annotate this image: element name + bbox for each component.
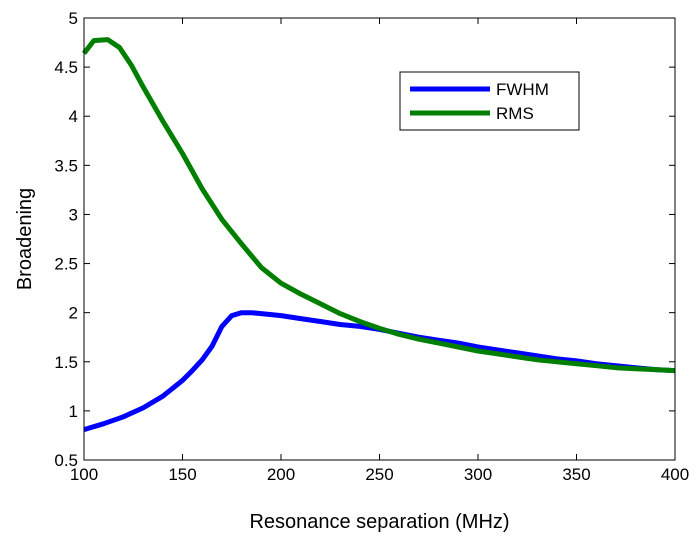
y-tick-label: 4	[69, 107, 78, 126]
x-tick-label: 100	[70, 465, 98, 484]
y-tick-label: 5	[69, 9, 78, 28]
x-tick-label: 250	[365, 465, 393, 484]
y-tick-label: 2.5	[54, 255, 78, 274]
y-axis-title: Broadening	[14, 188, 36, 290]
axis-ticks: 100 150 200 250 300 350 400 0.5 1 1.5 2 2.5 3 3.5 4 4.5…	[54, 9, 689, 484]
y-tick-label: 2	[69, 304, 78, 323]
x-tick-label: 300	[464, 465, 492, 484]
series-line-rms	[82, 37, 676, 374]
y-tick-label: 1.5	[54, 353, 78, 372]
x-tick-label: 400	[661, 465, 689, 484]
y-tick-label: 0.5	[54, 451, 78, 470]
series-layer	[82, 37, 676, 432]
x-tick-label: 350	[562, 465, 590, 484]
x-axis-title: Resonance separation (MHz)	[249, 511, 509, 533]
x-tick-label: 150	[168, 465, 196, 484]
y-tick-label: 1	[69, 402, 78, 421]
series-line-fwhm	[83, 310, 676, 432]
legend-box	[399, 71, 580, 131]
y-tick-label: 4.5	[54, 58, 78, 77]
y-tick-label: 3	[69, 205, 78, 224]
legend-label-fwhm: FWHM	[496, 80, 549, 99]
legend: FWHM RMS	[399, 71, 580, 131]
x-tick-label: 200	[267, 465, 295, 484]
y-tick-label: 3.5	[54, 156, 78, 175]
legend-label-rms: RMS	[496, 104, 534, 123]
